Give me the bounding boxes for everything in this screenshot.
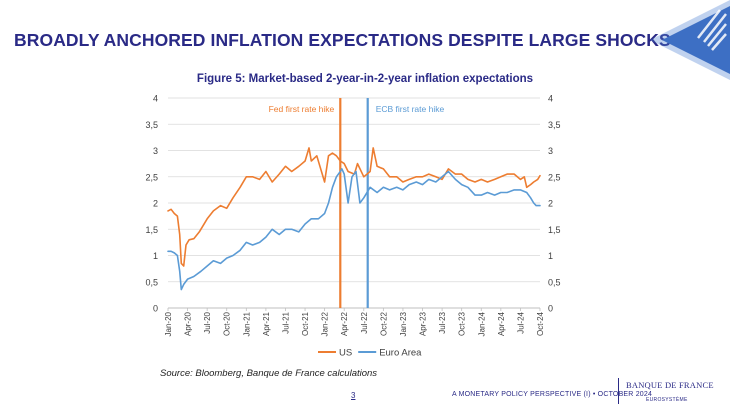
y-tick-label-right: 1 [548,251,553,261]
y-tick-label-left: 3,5 [145,120,158,130]
x-tick-label: Jul-23 [438,311,447,333]
page-number[interactable]: 3 [351,391,356,400]
x-tick-label: Apr-21 [262,311,271,336]
y-tick-label-left: 3 [153,146,158,156]
y-tick-label-right: 2,5 [548,172,561,182]
logo-divider [618,378,619,404]
y-tick-label-right: 0,5 [548,277,561,287]
logo-subtitle: EUROSYSTÈME [646,397,688,403]
x-tick-label: Apr-23 [419,311,428,336]
y-tick-label-left: 1 [153,251,158,261]
source-note: Source: Bloomberg, Banque de France calc… [160,368,378,379]
y-tick-label-right: 4 [548,94,553,104]
y-tick-label-left: 4 [153,94,158,104]
x-tick-label: Jan-21 [242,311,251,336]
logo-bank-name: BANQUE DE FRANCE [626,380,714,390]
y-tick-label-left: 2 [153,199,158,209]
x-tick-label: Oct-20 [223,311,232,336]
x-tick-label: Jan-24 [477,311,486,336]
x-tick-label: Apr-20 [184,311,193,336]
x-tick-label: Apr-22 [340,311,349,336]
series-line-us [167,147,541,267]
x-tick-label: Oct-21 [301,311,310,336]
y-tick-label-right: 0 [548,304,553,314]
y-tick-label-left: 0 [153,304,158,314]
series-line-euro-area [167,168,541,291]
y-tick-label-left: 2,5 [145,172,158,182]
x-tick-label: Jul-24 [516,311,525,333]
y-tick-label-right: 2 [548,199,553,209]
y-tick-label-left: 0,5 [145,277,158,287]
x-tick-label: Jan-23 [399,311,408,336]
legend-label: Euro Area [379,348,422,359]
legend-label: US [339,348,352,359]
x-tick-label: Jan-20 [164,311,173,336]
ecb-hike-label: ECB first rate hike [376,104,445,114]
y-tick-label-right: 3 [548,146,553,156]
chart-title: Figure 5: Market-based 2-year-in-2-year … [196,73,534,85]
y-tick-label-left: 1,5 [145,225,158,235]
x-tick-label: Oct-22 [379,311,388,336]
x-tick-label: Jul-21 [281,311,290,333]
x-tick-label: Jul-20 [203,311,212,333]
x-tick-label: Oct-23 [458,311,467,336]
y-tick-label-right: 1,5 [548,225,561,235]
y-tick-label-right: 3,5 [548,120,561,130]
x-tick-label: Jan-22 [321,311,330,336]
slide-title: BROADLY ANCHORED INFLATION EXPECTATIONS … [14,30,671,50]
footer-caption: A MONETARY POLICY PERSPECTIVE (I) • OCTO… [452,391,653,398]
corner-logo-graphic [650,0,730,80]
x-tick-label: Jul-22 [360,311,369,333]
x-tick-label: Apr-24 [497,311,506,336]
fed-hike-label: Fed first rate hike [269,104,335,114]
x-tick-label: Oct-24 [536,311,545,336]
